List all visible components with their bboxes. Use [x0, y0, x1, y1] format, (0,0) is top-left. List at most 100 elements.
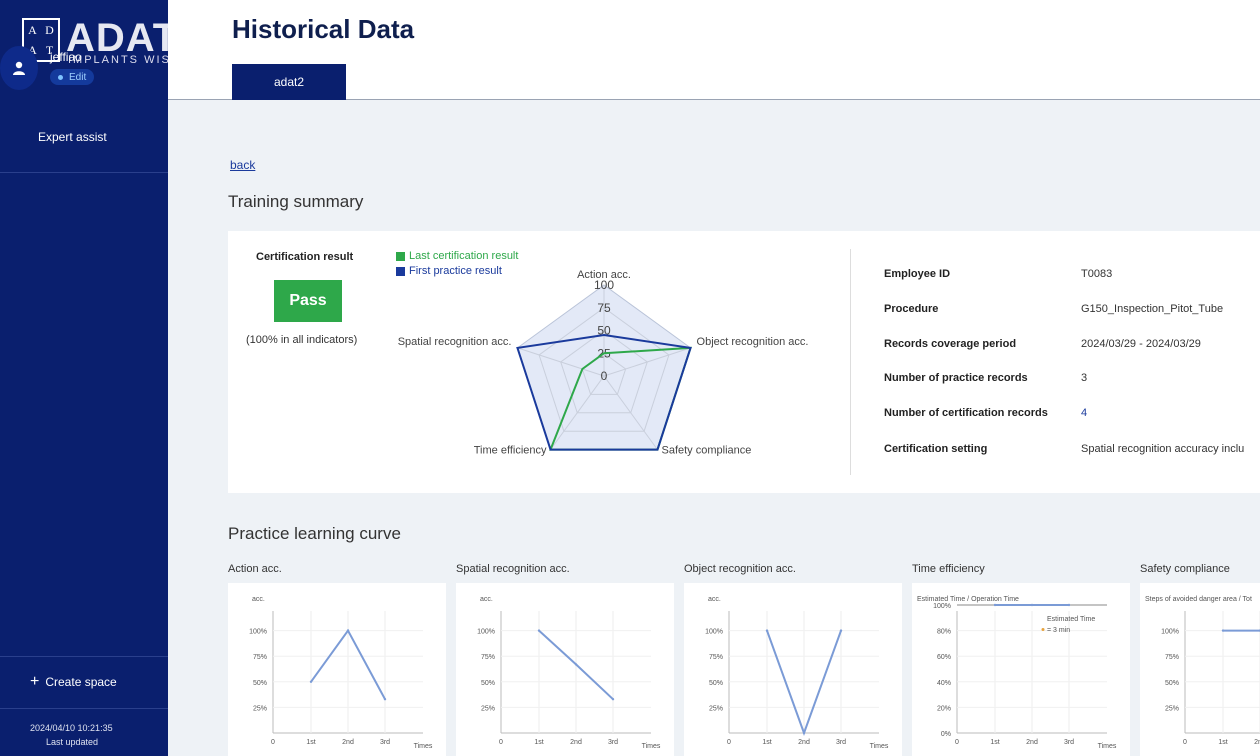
chart-data-point — [611, 698, 615, 701]
info-value: 4 — [1081, 407, 1088, 419]
chart-note-dot — [1041, 628, 1045, 631]
chart-tick-label: 100% — [1161, 629, 1179, 636]
chart-tick-label: 0 — [727, 739, 731, 746]
legend-swatch — [396, 252, 405, 261]
radar-axis-label: Action acc. — [577, 269, 631, 281]
card-divider — [850, 249, 851, 475]
training-summary-card: Certification result Pass (100% in all i… — [228, 231, 1260, 493]
chart-title: Spatial recognition acc. — [456, 563, 570, 575]
info-label: Certification setting — [884, 443, 988, 455]
radar-legend: Last certification result First practice… — [396, 249, 518, 279]
edit-label: Edit — [69, 71, 87, 83]
line-chart: acc. 25% 50% 75% 100% 0 1st 2nd 3rd Times — [249, 596, 433, 750]
chart-tick-label: 3rd — [380, 739, 390, 746]
chart-tick-label: 2nd — [798, 739, 810, 746]
chart-axis-label: acc. — [480, 596, 493, 603]
chart-title: Action acc. — [228, 563, 282, 575]
chart-tick-label: 25% — [253, 705, 267, 712]
line-chart: Estimated Time / Operation Time 20% 40% 60%… — [917, 596, 1117, 750]
edit-button[interactable]: Edit — [50, 69, 95, 85]
sidebar-item-expert-assist[interactable]: Expert assist — [38, 130, 107, 144]
chart-tick-label: 50% — [481, 680, 495, 687]
chart-tick-label: 50% — [709, 680, 723, 687]
chart-axis-label: acc. — [252, 596, 265, 603]
chart-tick-label: 100% — [249, 629, 267, 636]
chart-data-point — [346, 629, 350, 632]
chart-tick-label: 0 — [1183, 739, 1187, 746]
chart-tick-label: 2nd — [342, 739, 354, 746]
chart-note: Estimated Time — [1047, 616, 1095, 623]
chart-tick-label: 50% — [1165, 680, 1179, 687]
legend-item: Last certification result — [396, 249, 518, 264]
line-chart: Steps of avoided danger area / Tot 25% 50%… — [1145, 596, 1260, 746]
chart-data-point — [383, 698, 387, 701]
pass-badge: Pass — [274, 280, 342, 322]
chart-data-point — [802, 731, 806, 735]
radar-tick-label: 100 — [594, 278, 614, 292]
line-chart: acc. 25% 50% 75% 100% 0 1st 2nd 3rd Times — [477, 596, 661, 750]
last-updated-time: 2024/04/10 10:21:35 — [30, 723, 113, 733]
chart-tick-label: 2nd — [1254, 739, 1260, 746]
chart-tick-label: 25% — [1165, 705, 1179, 712]
chart-tick-label: 1st — [1218, 739, 1227, 746]
chart-data-point — [309, 680, 313, 683]
chart-axis-label: Steps of avoided danger area / Tot — [1145, 596, 1252, 603]
logo-letter: A — [28, 43, 37, 57]
page-header: Historical Data adat2 — [168, 0, 1260, 100]
chart-tick-label: 0% — [941, 731, 951, 738]
chart-tick-label: 3rd — [836, 739, 846, 746]
chart-title: Object recognition acc. — [684, 563, 796, 575]
legend-label: First practice result — [409, 265, 502, 277]
radar-axis-label: Spatial recognition acc. — [398, 336, 512, 348]
info-value: T0083 — [1081, 268, 1113, 280]
adat-logo: A D A T ADAT IMPLANTS WISDOM — [22, 16, 168, 68]
back-link[interactable]: back — [230, 158, 256, 172]
info-label: Records coverage period — [884, 338, 1017, 350]
sidebar-divider — [0, 172, 168, 173]
chart-tick-label: 75% — [481, 654, 495, 661]
chart-tick-label: 100% — [477, 629, 495, 636]
mini-chart-card: acc. 25% 50% 75% 100% 0 1st 2nd 3rd Times — [228, 583, 446, 756]
info-label: Procedure — [884, 303, 939, 315]
logo-letter: T — [45, 43, 54, 57]
legend-item: First practice result — [396, 264, 518, 279]
chart-data-point — [1030, 603, 1034, 607]
certification-result-label: Certification result — [256, 251, 354, 263]
radar-gridline — [538, 307, 670, 432]
chart-data-point — [537, 629, 541, 632]
chart-tick-label: 100% — [933, 603, 951, 610]
chart-tick-label: 75% — [709, 654, 723, 661]
chart-tick-label: 2nd — [570, 739, 582, 746]
chart-tick-label: 1st — [762, 739, 771, 746]
create-space-label: Create space — [45, 675, 117, 689]
chart-data-point — [839, 629, 843, 632]
info-label: Number of practice records — [884, 372, 1028, 384]
chart-tick-label: 25% — [481, 705, 495, 712]
radar-spoke — [550, 375, 605, 450]
mini-chart-card: acc. 25% 50% 75% 100% 0 1st 2nd 3rd Times — [684, 583, 902, 756]
tab-adat2[interactable]: adat2 — [232, 64, 346, 100]
chart-tick-label: 1st — [306, 739, 315, 746]
sidebar: A D A T ADAT IMPLANTS WISDOM jeffiao Edi… — [0, 0, 168, 756]
chart-data-point — [1221, 629, 1225, 632]
radar-axis-label: Time efficiency — [474, 445, 547, 457]
sidebar-divider — [0, 656, 168, 657]
info-value: Spatial recognition accuracy inclu — [1081, 443, 1245, 455]
radar-axis-label: Object recognition acc. — [697, 336, 809, 348]
chart-tick-label: 25% — [709, 705, 723, 712]
radar-tick-label: 0 — [601, 369, 608, 383]
chart-tick-label: 0 — [499, 739, 503, 746]
chart-axis-label: Times — [414, 743, 433, 750]
chart-data-point — [993, 603, 997, 607]
info-value: 3 — [1081, 372, 1088, 384]
info-label: Employee ID — [884, 268, 951, 280]
user-avatar[interactable] — [0, 46, 38, 90]
chart-axis-label: Times — [642, 743, 661, 750]
info-label: Number of certification records — [884, 407, 1048, 419]
info-value: G150_Inspection_Pitot_Tube — [1081, 303, 1224, 315]
chart-tick-label: 0 — [955, 739, 959, 746]
logo-letter: A — [28, 23, 37, 37]
chart-tick-label: 1st — [534, 739, 543, 746]
create-space-button[interactable]: + Create space — [30, 674, 117, 690]
mini-chart-card: Steps of avoided danger area / Tot 25% 50%… — [1140, 583, 1260, 756]
